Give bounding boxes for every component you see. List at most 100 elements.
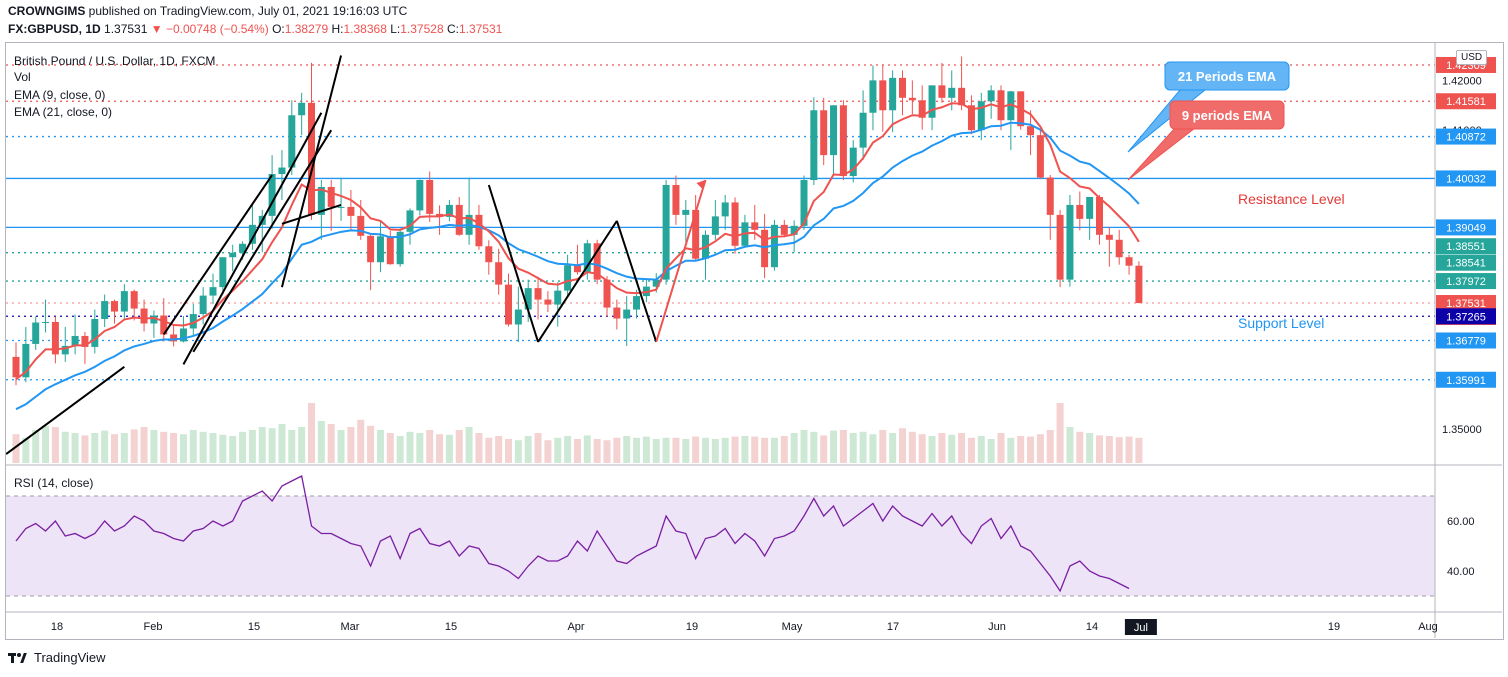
candles[interactable] <box>12 56 1143 386</box>
trend-line-3 <box>192 129 333 353</box>
volume-bar <box>386 433 394 463</box>
ema21-callout-text: 21 Periods EMA <box>1178 69 1277 84</box>
trend-drawings[interactable] <box>6 55 707 455</box>
volume-bar <box>1017 436 1025 463</box>
candle-body <box>179 328 187 342</box>
volume-bar <box>268 428 276 463</box>
volume-bar <box>514 440 522 463</box>
volume-bar <box>485 437 493 463</box>
price-label-text: 1.41581 <box>1446 96 1486 108</box>
volume-bar <box>61 431 69 463</box>
volume-bar <box>1076 431 1084 463</box>
rsi-tick-label: 60.00 <box>1447 516 1475 528</box>
volume-bar <box>51 427 59 463</box>
volume-bar <box>830 430 838 463</box>
volume-bar <box>308 403 315 463</box>
volume-bar <box>42 425 50 463</box>
volume-bar <box>376 430 384 463</box>
volume-bar <box>859 431 867 463</box>
price-label-text: 1.36779 <box>1446 335 1486 347</box>
low-value: 1.37528 <box>400 22 444 36</box>
volume-bar <box>938 433 946 463</box>
trend-line-7 <box>537 220 618 343</box>
candle-body <box>672 184 680 215</box>
volume-bar <box>229 436 237 463</box>
trend-line-8 <box>615 220 658 343</box>
rsi-pane: 60.00 40.00 <box>6 475 1475 597</box>
candle-body <box>869 80 877 113</box>
volume-bar <box>731 436 739 463</box>
candle-body <box>948 87 956 98</box>
legend-ema9: EMA (9, close, 0) <box>14 88 106 102</box>
candle-body <box>514 309 522 325</box>
price-label-box <box>1436 238 1496 255</box>
candle-body <box>386 236 394 265</box>
candle-body <box>495 262 503 285</box>
price-label-text: 1.37531 <box>1446 298 1486 310</box>
volume-bar <box>455 430 463 463</box>
volume-bar <box>1056 403 1064 463</box>
price-axis[interactable]: 1.420001.350001.410001.423091.415811.408… <box>6 43 1502 638</box>
candle-body <box>170 334 178 342</box>
candle-body <box>1086 196 1094 219</box>
volume-bar <box>780 436 788 463</box>
ema9-callout-pointer <box>1127 127 1197 181</box>
footer-brand[interactable]: TradingView <box>8 650 106 665</box>
volume-bar <box>436 434 444 463</box>
candle-body <box>347 206 355 216</box>
candle-body <box>859 112 867 148</box>
volume-bar <box>367 425 375 463</box>
candle-body <box>396 231 404 265</box>
candle-body <box>800 180 808 226</box>
price-label-box <box>1436 93 1496 110</box>
time-tick-label: 14 <box>1086 621 1098 633</box>
volume-bar <box>564 436 572 463</box>
published-text: published on TradingView.com, July 01, 2… <box>88 4 408 18</box>
volume-bar <box>869 434 877 463</box>
candle-body <box>445 204 453 217</box>
volume-bar <box>505 439 512 463</box>
currency-button[interactable]: USD <box>1456 50 1488 65</box>
volume-bar <box>977 436 985 463</box>
candle-body <box>229 252 237 258</box>
price-change: ▼ −0.00748 (−0.54%) <box>150 22 269 36</box>
trend-line-6 <box>487 184 540 343</box>
candle-body <box>219 257 227 288</box>
time-axis[interactable]: 18 Feb 15 Mar 15 Apr 19 May 17 Jun 14 19 Aug Jul <box>51 619 1438 635</box>
volume-bar <box>751 436 759 463</box>
low-label: L: <box>390 22 401 36</box>
volume-bar <box>199 431 207 463</box>
candle-body <box>42 322 50 324</box>
volume-bar <box>160 431 168 463</box>
volume-bar <box>1027 436 1035 463</box>
candle-body <box>544 299 552 305</box>
candle-body <box>721 202 729 217</box>
candle-body <box>967 105 975 131</box>
volume-bar <box>573 439 581 463</box>
volume-bar <box>347 427 355 463</box>
publisher-name: CROWNGIMS <box>8 4 86 18</box>
legend-ema21: EMA (21, close, 0) <box>14 105 113 119</box>
time-tick-label: Apr <box>567 621 584 633</box>
price-label-text: 1.39049 <box>1446 222 1486 234</box>
tradingview-logo-icon <box>8 651 28 665</box>
volume-bar <box>642 436 650 463</box>
candle-body <box>278 167 286 175</box>
price-label-box <box>1436 295 1496 312</box>
volume-bar <box>1096 435 1103 463</box>
volume-bar <box>81 435 89 463</box>
time-tick-label: Jun <box>988 621 1006 633</box>
symbol-label: FX:GBPUSD, 1D <box>8 22 101 36</box>
volume-bar <box>258 427 266 463</box>
candle-body <box>849 147 857 177</box>
volume-bar <box>849 433 857 463</box>
volume-bar <box>761 437 769 463</box>
candle-body <box>1027 126 1035 136</box>
volume-bar <box>71 433 79 463</box>
candle-body <box>603 279 611 308</box>
rsi-line <box>15 475 1130 593</box>
volume-bar <box>396 436 404 463</box>
volume-bar <box>662 437 670 463</box>
close-label: C: <box>446 22 459 36</box>
